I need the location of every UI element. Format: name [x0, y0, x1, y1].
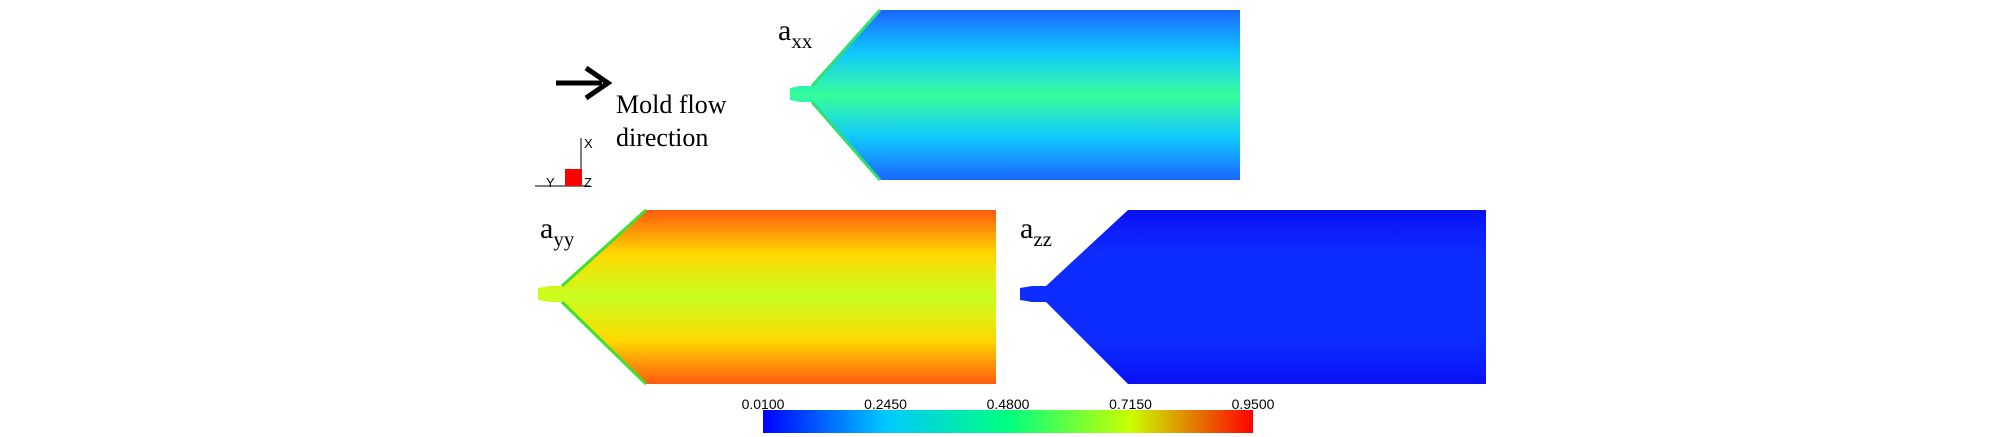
panel-axx-edge: [810, 8, 882, 181]
label-azz: azz: [1020, 212, 1052, 251]
colorbar-tick-label: 0.9500: [1231, 396, 1275, 412]
panel-axx-shape: [790, 10, 1240, 180]
triad-y-label: Y: [546, 175, 555, 190]
flow-direction-label: Mold flow direction: [616, 88, 727, 154]
flow-label-line2: direction: [616, 123, 709, 152]
flow-arrow-icon: [556, 65, 613, 101]
label-ayy: ayy: [540, 212, 575, 251]
panel-axx: [790, 8, 1240, 181]
colorbar-tick-label: 0.2450: [864, 396, 907, 412]
panel-ayy-shape: [538, 210, 996, 384]
colorbar-tick-label: 0.0100: [741, 396, 785, 412]
panel-ayy: [538, 208, 996, 386]
panel-azz: [1020, 210, 1486, 384]
triad-x-label: X: [584, 136, 593, 151]
triad-z-square: [565, 169, 582, 186]
triad-z-label: Z: [584, 175, 592, 190]
panel-ayy-edge: [560, 208, 648, 386]
panel-azz-shape: [1020, 210, 1486, 384]
label-axx: axx: [778, 14, 813, 53]
axis-triad-icon: [535, 138, 590, 187]
colorbar-tick-label: 0.4800: [986, 396, 1030, 412]
flow-label-line1: Mold flow: [616, 90, 727, 119]
colorbar-tick-label: 0.7150: [1109, 396, 1152, 412]
colorbar: [763, 410, 1253, 433]
